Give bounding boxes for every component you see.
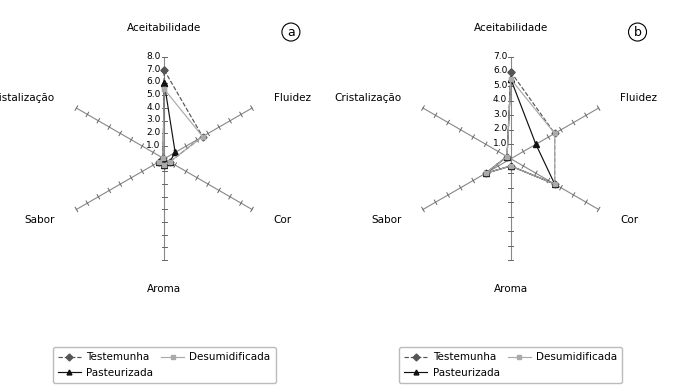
- Text: Sabor: Sabor: [371, 214, 402, 225]
- Text: 5.0: 5.0: [493, 81, 507, 90]
- Text: 2.0: 2.0: [146, 128, 161, 137]
- Text: Fluidez: Fluidez: [620, 93, 657, 103]
- Text: b: b: [634, 25, 641, 38]
- Text: 1.0: 1.0: [493, 139, 507, 148]
- Text: Fluidez: Fluidez: [273, 93, 310, 103]
- Text: Cor: Cor: [273, 214, 292, 225]
- Text: 7.0: 7.0: [146, 65, 161, 74]
- Text: 5.0: 5.0: [146, 90, 161, 99]
- Legend: Testemunha, Pasteurizada, Desumidificada: Testemunha, Pasteurizada, Desumidificada: [399, 347, 622, 383]
- Text: Aceitabilidade: Aceitabilidade: [474, 23, 548, 33]
- Text: 3.0: 3.0: [146, 115, 161, 124]
- Text: 2.0: 2.0: [493, 124, 507, 133]
- Text: Cor: Cor: [620, 214, 639, 225]
- Text: 4.0: 4.0: [493, 95, 507, 104]
- Text: Cristalização: Cristalização: [334, 93, 402, 103]
- Text: Sabor: Sabor: [24, 214, 55, 225]
- Text: 7.0: 7.0: [493, 52, 507, 61]
- Text: Cristalização: Cristalização: [0, 93, 55, 103]
- Text: 6.0: 6.0: [146, 77, 161, 86]
- Text: 6.0: 6.0: [493, 66, 507, 75]
- Text: Aroma: Aroma: [493, 285, 528, 294]
- Text: 4.0: 4.0: [146, 103, 161, 112]
- Text: 1.0: 1.0: [146, 141, 161, 150]
- Text: a: a: [287, 25, 295, 38]
- Text: 3.0: 3.0: [493, 110, 507, 119]
- Legend: Testemunha, Pasteurizada, Desumidificada: Testemunha, Pasteurizada, Desumidificada: [53, 347, 276, 383]
- Text: Aceitabilidade: Aceitabilidade: [127, 23, 201, 33]
- Text: 8.0: 8.0: [146, 52, 161, 61]
- Text: Aroma: Aroma: [147, 285, 182, 294]
